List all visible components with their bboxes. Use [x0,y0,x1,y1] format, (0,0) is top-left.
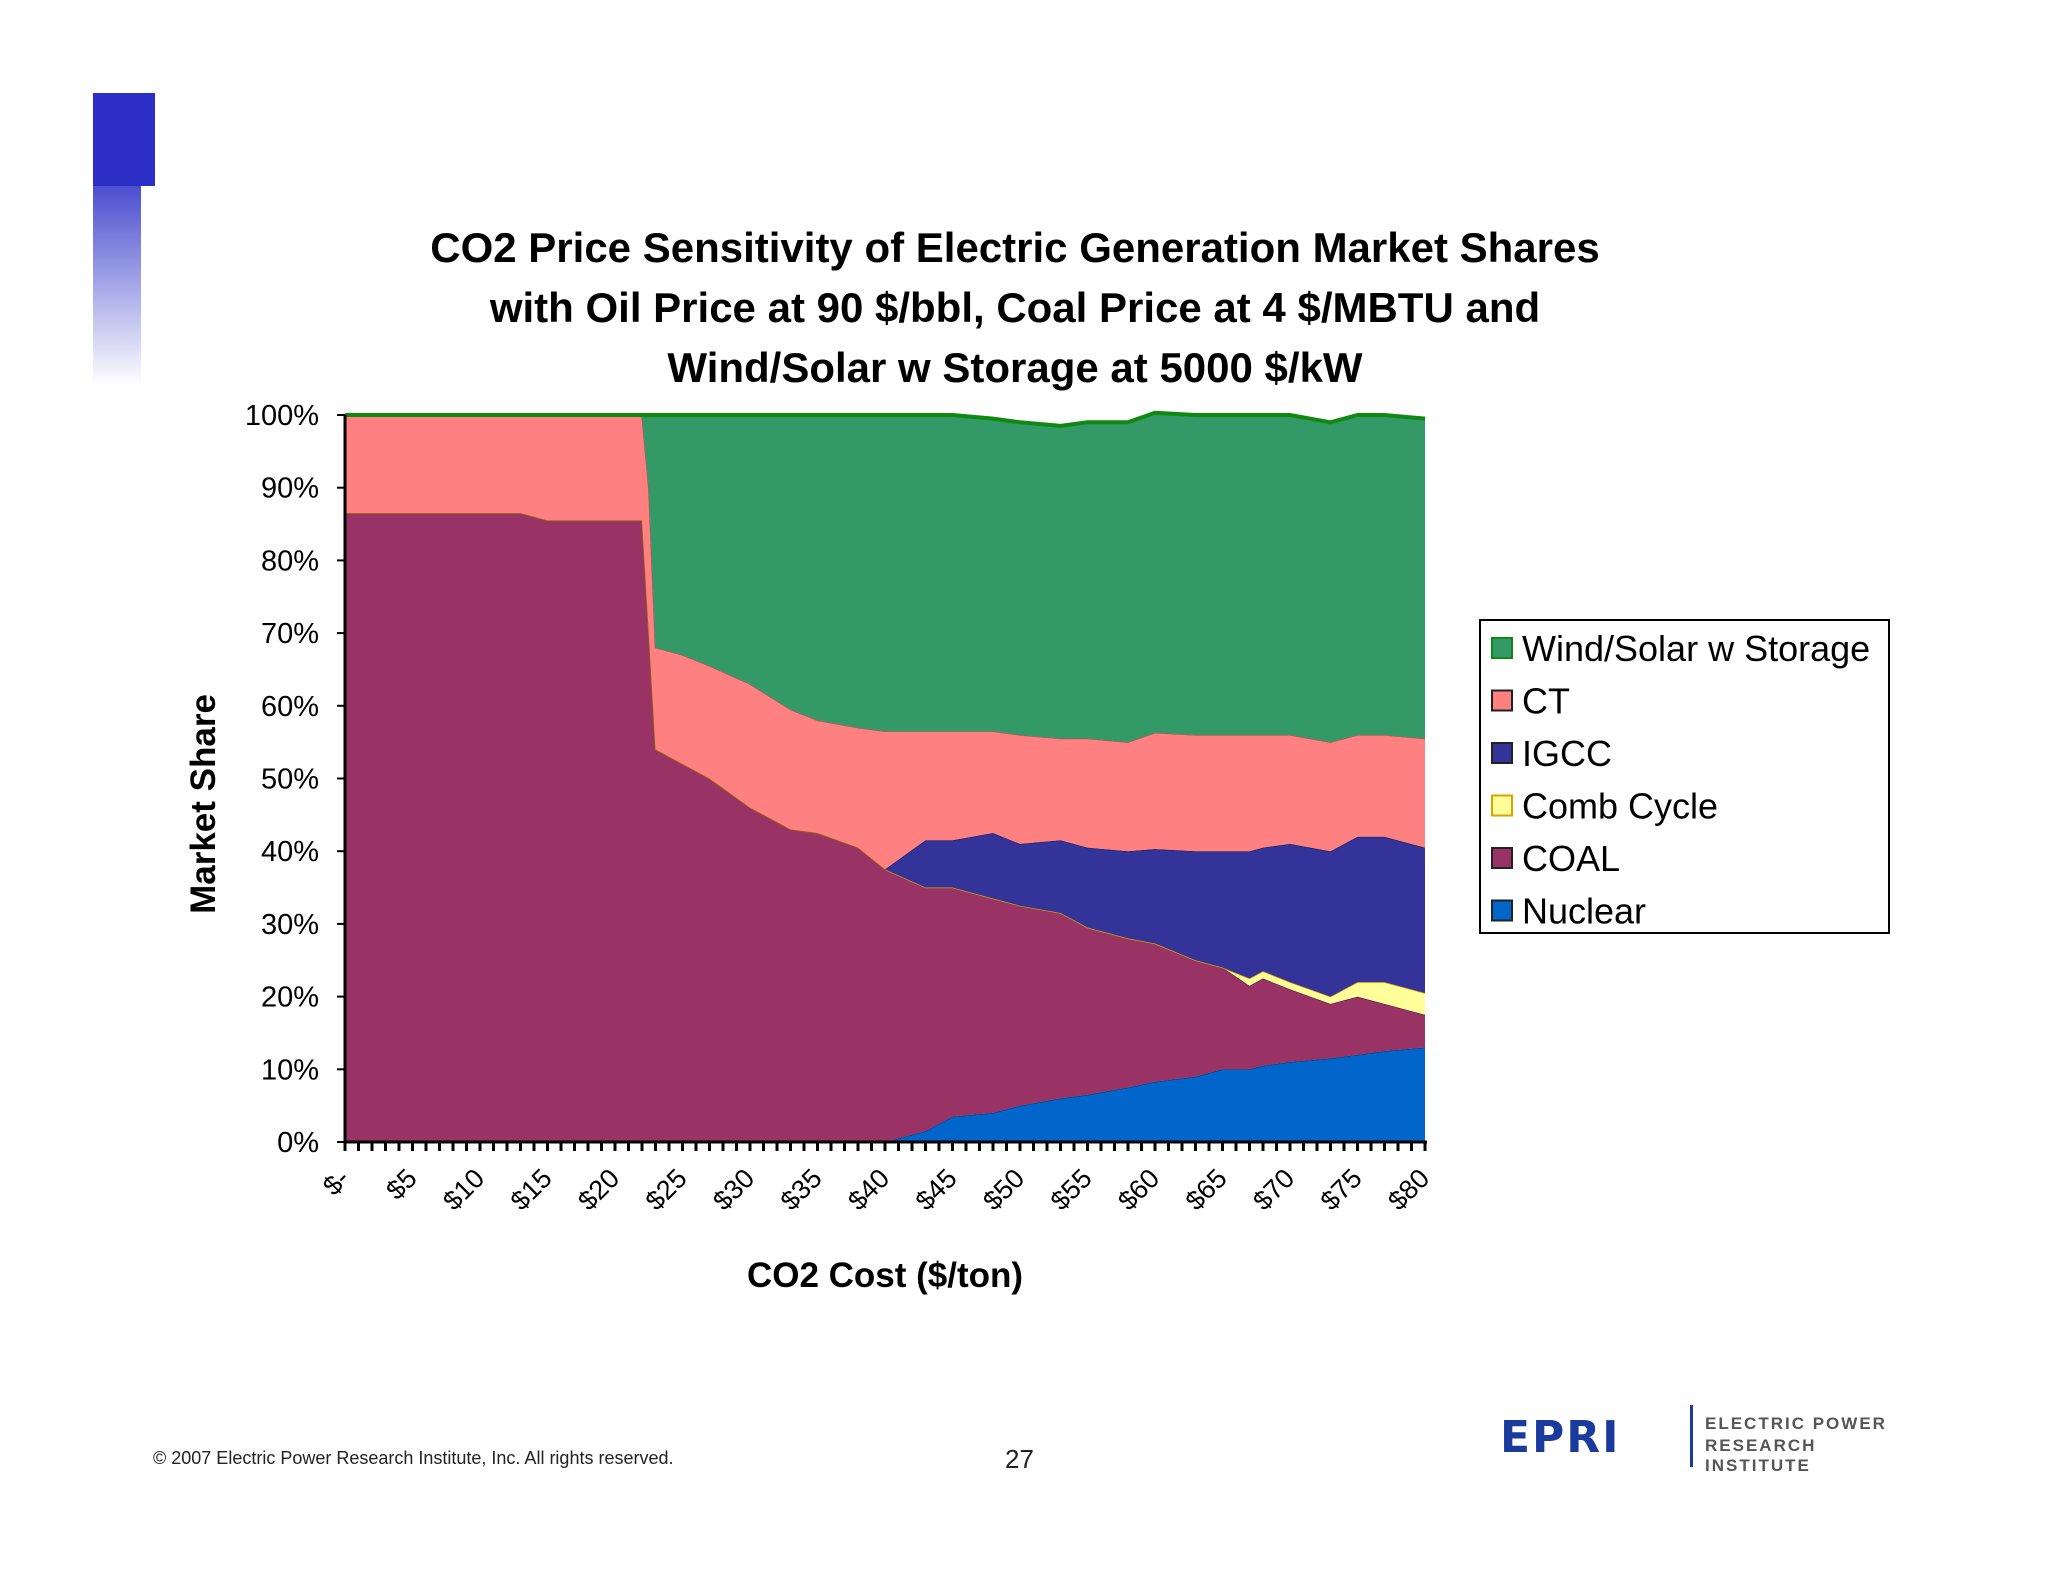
x-tick-label: $25 [640,1163,693,1216]
legend-swatch-ct [1491,689,1513,712]
legend-label-wind-solar-w-storage: Wind/Solar w Storage [1522,628,1870,669]
plot-area [345,410,1426,1143]
page-number: 27 [1005,1444,1034,1474]
x-tick-label: $50 [977,1163,1030,1216]
logo-mark: EPRI [1500,1412,1621,1463]
legend-box [1479,619,1890,934]
area-wind-solar-w-storage [345,412,1425,743]
x-tick-label: $60 [1112,1163,1165,1216]
x-tick-label: $15 [505,1163,558,1216]
legend-swatch-coal [1491,847,1513,869]
y-tick-label: 10% [261,1054,319,1086]
legend-swatch-comb-cycle [1491,794,1513,817]
accent-block [93,93,155,186]
y-tick-label: 80% [261,545,319,577]
legend-label-ct: CT [1522,681,1570,722]
area-nuclear [345,1047,1425,1142]
legend-label-nuclear: Nuclear [1522,891,1646,932]
x-tick-label: $30 [707,1163,760,1216]
y-tick-label: 30% [261,909,319,941]
legend: Wind/Solar w Storage CT IGCC Comb Cycle COAL… [1479,619,1890,934]
y-tick-label: 60% [261,691,319,723]
legend-label-igcc: IGCC [1522,733,1612,774]
x-tick-label: $40 [842,1163,895,1216]
accent-gradient-bar [93,186,141,386]
x-tick-label: $55 [1045,1163,1098,1216]
legend-swatch-igcc [1491,742,1513,764]
y-tick-label: 0% [277,1127,319,1159]
logo-line-2: RESEARCH INSTITUTE [1705,1436,1817,1475]
epri-logo: EPRI ELECTRIC POWER RESEARCH INSTITUTE [1500,1400,1900,1475]
legend-swatch-nuclear [1491,899,1513,922]
x-tick-label: $75 [1315,1163,1368,1216]
chart-title-line-2: with Oil Price at 90 $/bbl, Coal Price a… [489,284,1540,331]
logo-line-1: ELECTRIC POWER [1705,1414,1887,1433]
y-tick-label: 50% [261,764,319,796]
chart-title: CO2 Price Sensitivity of Electric Genera… [430,224,1599,391]
x-tick-label: $- [317,1163,355,1201]
y-tick-label: 90% [261,473,319,505]
x-tick-label: $80 [1382,1163,1435,1216]
area-edge-wind-solar-w-storage [345,410,1426,428]
x-tick-label: $45 [910,1163,963,1216]
y-axis-title: Market Share [184,694,223,914]
area-coal [345,513,1425,1142]
chart-title-line-3: Wind/Solar w Storage at 5000 $/kW [667,344,1363,391]
x-tick-label: $35 [775,1163,828,1216]
area-ct [345,415,1425,870]
x-tick-label: $5 [380,1163,422,1205]
legend-label-comb-cycle: Comb Cycle [1522,786,1718,827]
y-tick-label: 40% [261,836,319,868]
chart-title-line-1: CO2 Price Sensitivity of Electric Genera… [430,224,1599,271]
x-tick-label: $20 [572,1163,625,1216]
legend-swatch-wind-solar-w-storage [1491,637,1513,659]
x-tick-label: $10 [437,1163,490,1216]
y-tick-label: 70% [261,618,319,650]
x-tick-label: $65 [1180,1163,1233,1216]
x-tick-label: $70 [1247,1163,1300,1216]
logo-divider [1690,1405,1693,1467]
copyright-text: © 2007 Electric Power Research Institute… [153,1448,674,1468]
x-axis-title: CO2 Cost ($/ton) [747,1256,1023,1295]
area-igcc [345,513,1425,997]
y-tick-label: 20% [261,982,319,1014]
legend-label-coal: COAL [1522,838,1620,879]
y-tick-label: 100% [245,400,319,432]
